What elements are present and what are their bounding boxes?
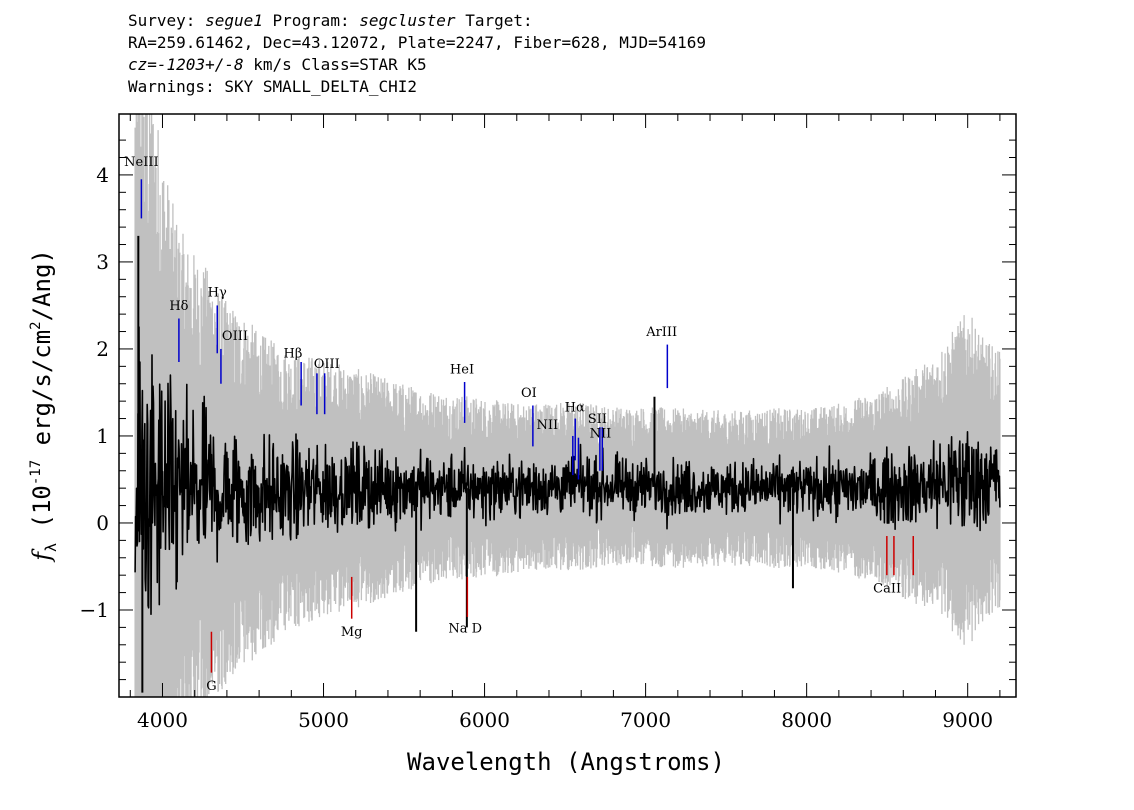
- program-value: segcluster: [359, 11, 456, 30]
- target-label: Target:: [465, 11, 533, 30]
- x-tick-label: 5000: [298, 708, 349, 732]
- cz-value: -1203+/-8: [156, 55, 244, 74]
- y-axis-label-exp1: -17: [28, 460, 44, 485]
- x-tick-labels: 4000 5000 6000 7000 8000 9000: [137, 708, 993, 732]
- header-line-coordinates: RA=259.61462, Dec=43.12072, Plate=2247, …: [128, 33, 706, 52]
- emission-line-label: Hδ: [169, 299, 188, 314]
- x-tick-label: 6000: [459, 708, 510, 732]
- y-tick-label: 1: [96, 424, 109, 448]
- emission-line-label: NII: [590, 427, 612, 442]
- cz-unit-class: km/s Class=STAR K5: [243, 55, 427, 74]
- x-tick-label: 7000: [620, 708, 671, 732]
- y-axis-label: fλ (10-17 erg/s/cm2/Ang): [28, 249, 60, 563]
- absorption-line-label: G: [206, 679, 216, 694]
- axis-ticks: [119, 114, 1016, 697]
- y-axis-label-sub: λ: [42, 543, 60, 552]
- plot-frame: [118, 113, 1017, 698]
- emission-line-label: ArIII: [645, 325, 677, 340]
- emission-line-label: OI: [521, 386, 537, 401]
- absorption-line-label: CaII: [873, 582, 901, 597]
- absorption-line-label: Na D: [448, 622, 482, 637]
- y-axis-label-tail: /Ang): [28, 249, 56, 321]
- y-axis-label-units: erg/s/cm: [28, 330, 56, 460]
- emission-line-label: Hγ: [208, 286, 227, 301]
- y-axis-label-mid: (10: [28, 485, 56, 543]
- spectrum-header: Survey: segue1 Program: segcluster Targe…: [128, 10, 706, 98]
- header-line-survey: Survey: segue1 Program: segcluster Targe…: [128, 10, 706, 32]
- y-tick-label: −1: [80, 598, 109, 622]
- y-tick-label: 0: [96, 511, 109, 535]
- y-tick-label: 3: [96, 250, 109, 274]
- emission-line-label: Hβ: [283, 347, 302, 362]
- emission-line-label: NII: [537, 418, 559, 433]
- survey-value: segue1: [205, 11, 263, 30]
- y-tick-labels: −1 0 1 2 3 4: [80, 163, 109, 622]
- header-line-warnings: Warnings: SKY SMALL_DELTA_CHI2: [128, 77, 417, 96]
- absorption-line-label: Mg: [341, 625, 363, 640]
- y-axis-label-exp2: 2: [28, 321, 44, 329]
- program-label: Program:: [272, 11, 350, 30]
- emission-line-label: HeI: [450, 362, 474, 377]
- flux-line: [134, 326, 1001, 615]
- survey-label: Survey:: [128, 11, 196, 30]
- y-tick-label: 2: [96, 337, 109, 361]
- cz-label: cz=: [128, 55, 157, 74]
- emission-line-label: NeIII: [124, 155, 158, 170]
- x-axis-label: Wavelength (Angstroms): [407, 748, 725, 776]
- line-markers: [140, 179, 915, 673]
- header-line-redshift: cz=-1203+/-8 km/s Class=STAR K5: [128, 54, 706, 76]
- emission-line-label: OIII: [314, 357, 340, 372]
- emission-line-label: Hα: [565, 401, 585, 416]
- emission-line-label: OIII: [222, 329, 248, 344]
- y-tick-label: 4: [96, 163, 109, 187]
- emission-line-label: SII: [588, 412, 607, 427]
- x-tick-label: 8000: [781, 708, 832, 732]
- x-tick-label: 9000: [942, 708, 993, 732]
- x-tick-label: 4000: [137, 708, 188, 732]
